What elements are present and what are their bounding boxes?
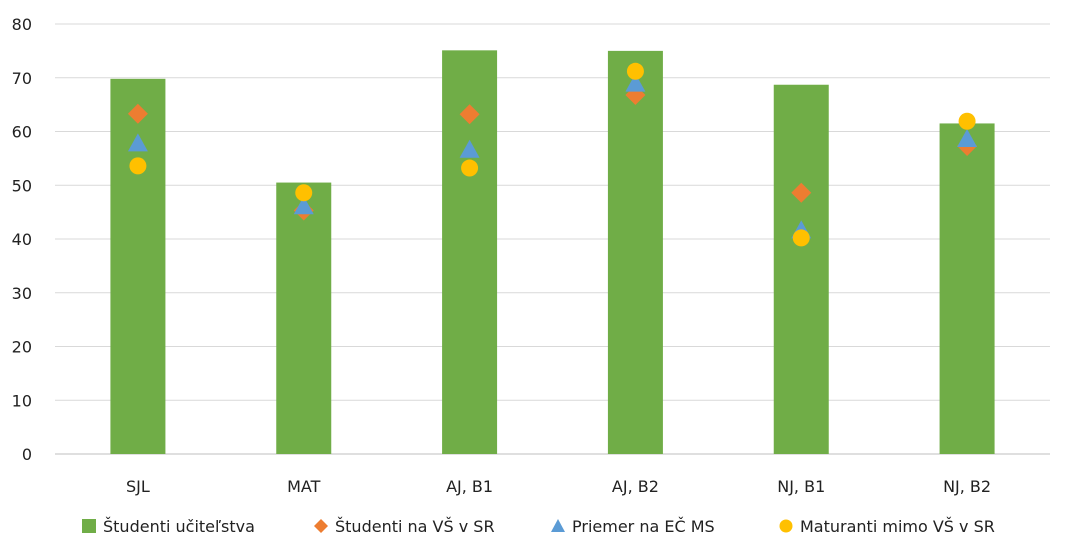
- bar-nj-b1: [773, 84, 829, 455]
- marker-priemer-na-ec-ms-sjl: [127, 133, 148, 152]
- legend-item-maturanti-mimo-vs-v-sr: Maturanti mimo VŠ v SR: [779, 517, 995, 536]
- x-tick-label-sjl: SJL: [126, 477, 150, 496]
- legend-label-priemer-na-ec-ms: Priemer na EČ MS: [572, 517, 715, 536]
- x-axis-ticks: SJL MAT AJ, B1 AJ, B2 NJ, B1 NJ, B2: [126, 477, 991, 496]
- legend-item-studenti-na-vs-v-sr: Študenti na VŠ v SR: [314, 517, 495, 536]
- x-tick-label-aj-b2: AJ, B2: [612, 477, 659, 496]
- marker-priemer-na-ec-ms-aj-b1: [459, 139, 480, 158]
- marker-priemer-na-ec-ms-nj-b2: [957, 129, 978, 148]
- bars: [110, 50, 995, 455]
- legend-swatch-priemer-na-ec-ms: [551, 519, 565, 532]
- legend-label-studenti-na-vs-v-sr: Študenti na VŠ v SR: [335, 517, 495, 536]
- marker-maturanti-mimo-vs-v-sr-nj-b2: [958, 112, 976, 130]
- marker-studenti-na-vs-v-sr-sjl: [127, 103, 148, 124]
- legend: Študenti učiteľstva Študenti na VŠ v SR Pr…: [82, 517, 995, 536]
- y-tick-label-10: 10: [12, 391, 32, 410]
- marker-maturanti-mimo-vs-v-sr-nj-b1: [792, 229, 810, 247]
- x-tick-label-mat: MAT: [287, 477, 321, 496]
- marker-studenti-na-vs-v-sr-aj-b1: [459, 104, 480, 125]
- marker-maturanti-mimo-vs-v-sr-aj-b1: [461, 159, 479, 177]
- y-tick-label-60: 60: [12, 123, 32, 142]
- marker-priemer-na-ec-ms-mat: [293, 196, 314, 215]
- bar-aj-b2: [607, 50, 663, 454]
- legend-swatch-studenti-ucitelstva: [82, 519, 96, 533]
- marker-studenti-na-vs-v-sr-nj-b1: [791, 182, 812, 203]
- markers: [127, 62, 978, 247]
- y-axis-ticks: 0 10 20 30 40 50 60 70 80: [12, 15, 32, 464]
- y-tick-label-80: 80: [12, 15, 32, 34]
- legend-label-maturanti-mimo-vs-v-sr: Maturanti mimo VŠ v SR: [800, 517, 995, 536]
- marker-maturanti-mimo-vs-v-sr-mat: [295, 184, 313, 202]
- marker-priemer-na-ec-ms-aj-b2: [625, 73, 646, 92]
- x-tick-label-nj-b2: NJ, B2: [943, 477, 991, 496]
- gridlines: [55, 23, 1050, 455]
- y-tick-label-70: 70: [12, 69, 32, 88]
- y-tick-label-50: 50: [12, 176, 32, 195]
- legend-swatch-maturanti-mimo-vs-v-sr: [779, 519, 793, 533]
- marker-maturanti-mimo-vs-v-sr-aj-b2: [626, 62, 644, 80]
- marker-maturanti-mimo-vs-v-sr-sjl: [129, 157, 147, 175]
- y-tick-label-30: 30: [12, 284, 32, 303]
- legend-item-studenti-ucitelstva: Študenti učiteľstva: [82, 517, 255, 536]
- legend-item-priemer-na-ec-ms: Priemer na EČ MS: [551, 517, 715, 536]
- y-tick-label-20: 20: [12, 338, 32, 357]
- legend-label-studenti-ucitelstva: Študenti učiteľstva: [103, 517, 255, 536]
- legend-swatch-studenti-na-vs-v-sr: [314, 519, 328, 533]
- bar-mat: [276, 182, 332, 454]
- y-tick-label-40: 40: [12, 230, 32, 249]
- x-tick-label-aj-b1: AJ, B1: [446, 477, 493, 496]
- bar-nj-b2: [939, 123, 995, 454]
- x-tick-label-nj-b1: NJ, B1: [777, 477, 825, 496]
- y-tick-label-0: 0: [22, 445, 32, 464]
